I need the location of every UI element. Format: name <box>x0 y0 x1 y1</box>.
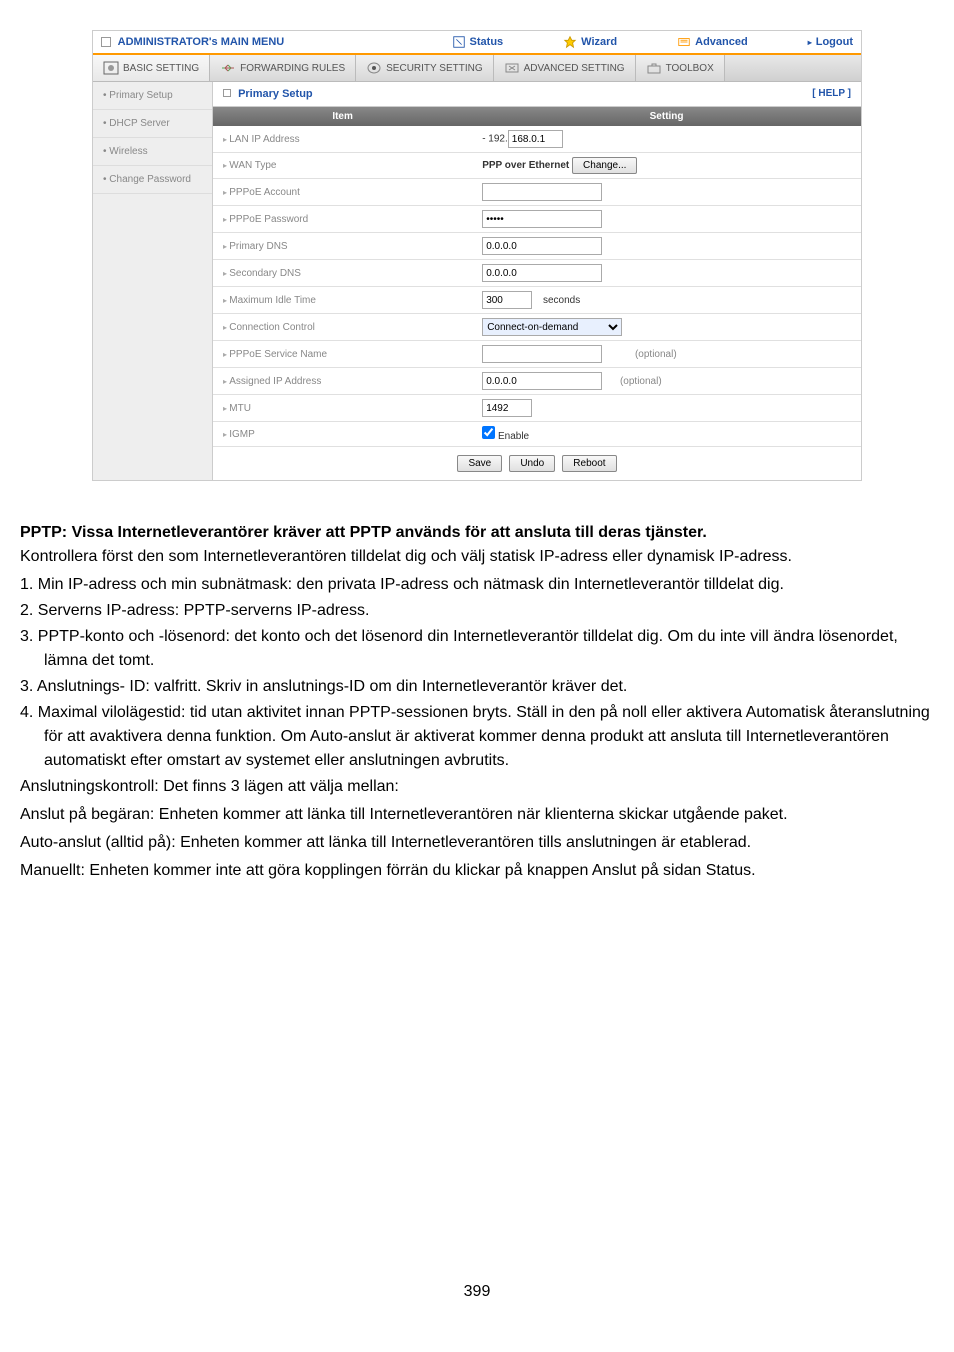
sidebar-item-dhcp-server[interactable]: DHCP Server <box>93 110 212 138</box>
tab-basic-setting[interactable]: BASIC SETTING <box>93 55 210 81</box>
doc-p4: Manuellt: Enheten kommer inte att göra k… <box>20 859 934 883</box>
doc-list-item-3: 3. PPTP-konto och -lösenord: det konto o… <box>20 625 934 673</box>
lan-ip-label: LAN IP Address <box>213 126 472 153</box>
tab-basic-label: BASIC SETTING <box>123 63 199 74</box>
max-idle-label: Maximum Idle Time <box>213 287 472 314</box>
reboot-button[interactable]: Reboot <box>562 455 616 472</box>
tab-toolbox-label: TOOLBOX <box>666 63 714 74</box>
top-links: Status Wizard Advanced ▸ Logout <box>452 35 853 49</box>
doc-list-item-4: 3. Anslutnings- ID: valfritt. Skriv in a… <box>20 675 934 699</box>
wan-type-value: PPP over Ethernet <box>482 160 569 171</box>
content-title-icon <box>223 89 231 97</box>
content-header: Primary Setup [ HELP ] <box>213 82 861 107</box>
content-title-text: Primary Setup <box>238 88 313 100</box>
wizard-link[interactable]: Wizard <box>563 35 617 49</box>
undo-button[interactable]: Undo <box>509 455 555 472</box>
main-content: Primary Setup DHCP Server Wireless Chang… <box>93 82 861 480</box>
secondary-dns-label: Secondary DNS <box>213 260 472 287</box>
doc-p1: Anslutningskontroll: Det finns 3 lägen a… <box>20 775 934 799</box>
top-bar: ADMINISTRATOR's MAIN MENU Status Wizard … <box>93 31 861 55</box>
logout-label: Logout <box>816 36 853 48</box>
max-idle-unit: seconds <box>543 295 580 306</box>
conn-control-select[interactable]: Connect-on-demand <box>482 318 622 336</box>
assigned-ip-label: Assigned IP Address <box>213 368 472 395</box>
advanced-setting-icon <box>504 61 520 75</box>
logout-link[interactable]: ▸ Logout <box>808 36 853 48</box>
wan-type-change-button[interactable]: Change... <box>572 157 637 174</box>
secondary-dns-input[interactable] <box>482 264 602 282</box>
tab-security-label: SECURITY SETTING <box>386 63 483 74</box>
tab-advanced-setting[interactable]: ADVANCED SETTING <box>494 55 636 81</box>
assigned-ip-optional: (optional) <box>620 376 662 387</box>
doc-list-item-1: 1. Min IP-adress och min subnätmask: den… <box>20 573 934 597</box>
primary-dns-input[interactable] <box>482 237 602 255</box>
assigned-ip-input[interactable] <box>482 372 602 390</box>
doc-intro: Kontrollera först den som Internetlevera… <box>20 545 934 569</box>
igmp-checkbox[interactable] <box>482 426 495 439</box>
basic-setting-icon <box>103 61 119 75</box>
help-link[interactable]: [ HELP ] <box>812 88 851 100</box>
status-link[interactable]: Status <box>452 35 504 49</box>
doc-list-item-2: 2. Serverns IP-adress: PPTP-serverns IP-… <box>20 599 934 623</box>
max-idle-input[interactable] <box>482 291 532 309</box>
security-icon <box>366 61 382 75</box>
status-icon <box>452 35 466 49</box>
tab-toolbox[interactable]: TOOLBOX <box>636 55 725 81</box>
igmp-label: IGMP <box>213 422 472 447</box>
sidebar-item-primary-setup[interactable]: Primary Setup <box>93 82 212 110</box>
lan-ip-prefix: - 192. <box>482 134 508 145</box>
mtu-label: MTU <box>213 395 472 422</box>
logout-arrow-icon: ▸ <box>808 38 812 47</box>
menu-box-icon <box>101 37 111 47</box>
sidebar-item-change-password[interactable]: Change Password <box>93 166 212 194</box>
service-name-label: PPPoE Service Name <box>213 341 472 368</box>
tab-forwarding-rules[interactable]: FORWARDING RULES <box>210 55 356 81</box>
tab-bar: BASIC SETTING FORWARDING RULES SECURITY … <box>93 55 861 82</box>
advanced-link[interactable]: Advanced <box>677 35 748 49</box>
forwarding-icon <box>220 61 236 75</box>
admin-window: ADMINISTRATOR's MAIN MENU Status Wizard … <box>92 30 862 481</box>
header-item: Item <box>213 107 472 126</box>
header-setting: Setting <box>472 107 861 126</box>
wan-type-label: WAN Type <box>213 153 472 179</box>
doc-p2: Anslut på begäran: Enheten kommer att lä… <box>20 803 934 827</box>
status-label: Status <box>470 36 504 48</box>
lan-ip-input[interactable] <box>508 130 563 148</box>
tab-advanced-label: ADVANCED SETTING <box>524 63 625 74</box>
doc-heading: PPTP: Vissa Internetleverantörer kräver … <box>20 521 934 545</box>
service-name-input[interactable] <box>482 345 602 363</box>
page-number: 399 <box>0 1283 954 1331</box>
sidebar: Primary Setup DHCP Server Wireless Chang… <box>93 82 213 480</box>
tab-security-setting[interactable]: SECURITY SETTING <box>356 55 494 81</box>
conn-control-label: Connection Control <box>213 314 472 341</box>
toolbox-icon <box>646 61 662 75</box>
pppoe-password-input[interactable] <box>482 210 602 228</box>
doc-p3: Auto-anslut (alltid på): Enheten kommer … <box>20 831 934 855</box>
settings-table: Item Setting LAN IP Address - 192. WAN T… <box>213 107 861 447</box>
sidebar-item-wireless[interactable]: Wireless <box>93 138 212 166</box>
pppoe-password-label: PPPoE Password <box>213 206 472 233</box>
mtu-input[interactable] <box>482 399 532 417</box>
button-row: Save Undo Reboot <box>213 447 861 480</box>
service-name-optional: (optional) <box>635 349 677 360</box>
doc-list-item-5: 4. Maximal vilolägestid: tid utan aktivi… <box>20 701 934 773</box>
igmp-enable-label: Enable <box>498 431 529 442</box>
wizard-label: Wizard <box>581 36 617 48</box>
tab-forwarding-label: FORWARDING RULES <box>240 63 345 74</box>
document-text: PPTP: Vissa Internetleverantörer kräver … <box>0 521 954 883</box>
content-title: Primary Setup <box>223 88 313 100</box>
doc-list: 1. Min IP-adress och min subnätmask: den… <box>20 573 934 773</box>
advanced-icon <box>677 35 691 49</box>
wizard-icon <box>563 35 577 49</box>
admin-title-text: ADMINISTRATOR's MAIN MENU <box>118 36 285 48</box>
pppoe-account-input[interactable] <box>482 183 602 201</box>
admin-main-menu-title: ADMINISTRATOR's MAIN MENU <box>101 36 452 48</box>
content-area: Primary Setup [ HELP ] Item Setting LAN … <box>213 82 861 480</box>
save-button[interactable]: Save <box>457 455 502 472</box>
primary-dns-label: Primary DNS <box>213 233 472 260</box>
advanced-label: Advanced <box>695 36 748 48</box>
pppoe-account-label: PPPoE Account <box>213 179 472 206</box>
